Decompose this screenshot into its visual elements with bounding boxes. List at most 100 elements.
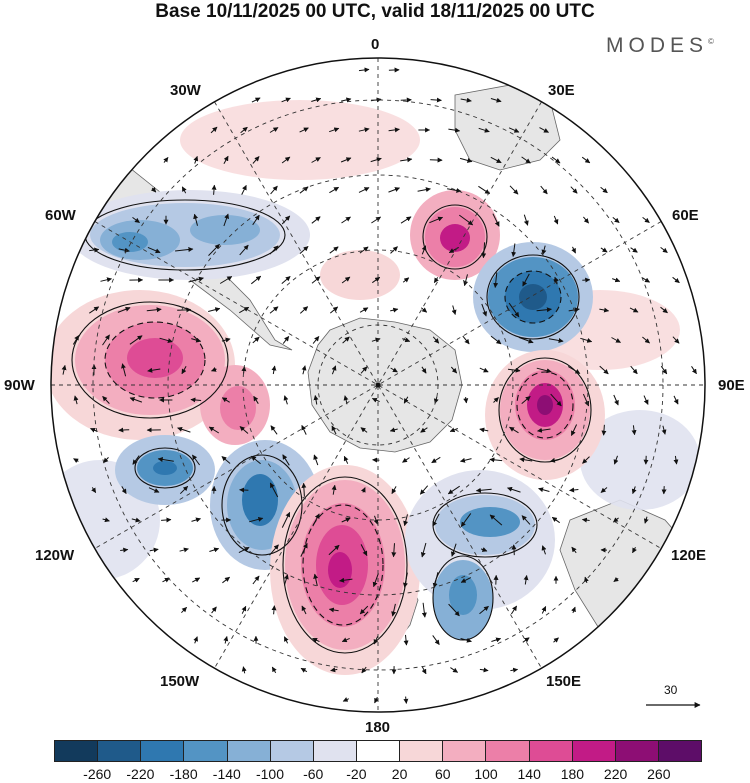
wind-vector bbox=[192, 577, 201, 583]
wind-vector bbox=[642, 277, 651, 283]
wind-vector bbox=[341, 517, 351, 523]
wind-vector bbox=[359, 605, 369, 615]
brand-name: MODES bbox=[606, 34, 709, 57]
wind-vector bbox=[388, 187, 400, 193]
wind-vector bbox=[490, 97, 502, 103]
wind-vectors bbox=[61, 67, 697, 704]
wind-vector bbox=[252, 214, 260, 226]
wind-vector bbox=[421, 665, 427, 675]
wind-vector bbox=[507, 486, 521, 493]
wind-vector bbox=[450, 667, 459, 673]
wind-vector bbox=[219, 276, 233, 284]
wind-vector bbox=[613, 517, 619, 523]
wind-vector bbox=[301, 482, 307, 497]
wind-vector bbox=[391, 486, 397, 495]
colorbar-segment: #2f78b0 bbox=[141, 741, 185, 761]
wind-vector bbox=[521, 515, 531, 525]
antarctica-land bbox=[307, 317, 463, 453]
colorbar: #123a5c#1f5a8a#2f78b0#5394c4#86b0d6#b5c9… bbox=[54, 740, 702, 762]
wind-vector bbox=[508, 127, 520, 133]
wind-vector bbox=[341, 216, 351, 224]
wind-vector bbox=[132, 577, 140, 583]
wind-vector bbox=[89, 306, 100, 314]
wind-vector bbox=[313, 395, 319, 405]
anomaly-weak-positive bbox=[320, 250, 400, 300]
wind-vector bbox=[371, 337, 381, 343]
wind-vector bbox=[191, 517, 201, 523]
brand-logo: MODES© bbox=[606, 34, 714, 58]
wind-vector bbox=[211, 606, 217, 614]
wind-vector bbox=[580, 337, 593, 343]
colorbar-segment: #f7d7d8 bbox=[400, 741, 444, 761]
wind-vector bbox=[129, 335, 143, 345]
wind-vector bbox=[480, 547, 488, 552]
wind-vector bbox=[432, 513, 440, 527]
wind-vector bbox=[191, 454, 201, 466]
colorbar-tick-label: -20 bbox=[346, 766, 367, 782]
wind-vector bbox=[299, 186, 309, 194]
wind-vector bbox=[420, 307, 428, 313]
wind-vector bbox=[209, 547, 220, 553]
wind-vector bbox=[282, 454, 290, 466]
wind-vector bbox=[613, 394, 619, 406]
wind-vector bbox=[311, 216, 321, 224]
wind-vector bbox=[161, 517, 172, 523]
wind-vector bbox=[118, 247, 130, 253]
wind-vector bbox=[567, 366, 581, 374]
wind-vector bbox=[281, 215, 291, 225]
wind-vector bbox=[511, 544, 517, 556]
wind-vector bbox=[312, 513, 320, 527]
wind-vector bbox=[299, 246, 309, 254]
lon-label-120w: 120W bbox=[35, 547, 75, 564]
colorbar-segment: #b5c9e4 bbox=[270, 741, 314, 761]
wind-vector bbox=[459, 214, 474, 226]
wind-vector bbox=[340, 97, 352, 103]
colorbar-tick-label: -100 bbox=[255, 766, 285, 782]
wind-vector bbox=[629, 307, 639, 313]
wind-vector bbox=[660, 247, 668, 253]
wind-vector bbox=[269, 482, 279, 498]
wind-vector bbox=[360, 366, 368, 374]
wind-vector bbox=[421, 366, 427, 374]
wind-vector bbox=[521, 156, 531, 164]
wind-vector bbox=[490, 156, 502, 164]
wind-vector bbox=[460, 513, 472, 528]
wind-vector bbox=[582, 393, 590, 407]
wind-vector bbox=[117, 306, 131, 313]
colorbar-segment: #ffffff bbox=[356, 741, 401, 761]
wind-vector bbox=[372, 573, 379, 588]
wind-vector bbox=[475, 487, 492, 493]
wind-vector bbox=[148, 487, 160, 493]
wind-vector bbox=[420, 427, 428, 433]
anomaly-field bbox=[51, 58, 705, 712]
wind-vector bbox=[479, 667, 489, 673]
wind-vector bbox=[400, 216, 412, 224]
wind-vector bbox=[282, 336, 290, 344]
anomaly-high-east-of-south-america bbox=[51, 290, 270, 445]
colorbar-tick-label: 100 bbox=[474, 766, 498, 782]
wind-vector bbox=[193, 636, 198, 644]
wind-vector bbox=[450, 543, 457, 557]
wind-vector bbox=[269, 245, 279, 255]
wind-vector bbox=[342, 697, 350, 702]
colorbar-tick-label: 220 bbox=[603, 766, 628, 782]
wind-vector bbox=[478, 185, 491, 195]
wind-vector bbox=[478, 127, 490, 133]
wind-vector bbox=[421, 602, 427, 618]
wind-vector bbox=[510, 667, 519, 673]
wind-vector bbox=[179, 485, 189, 495]
wind-vector bbox=[370, 157, 382, 163]
wind-vector bbox=[432, 336, 440, 344]
anomaly-low-tasman bbox=[405, 470, 555, 640]
wind-vector bbox=[211, 367, 217, 372]
wind-vector bbox=[181, 366, 187, 375]
wind-vector bbox=[373, 635, 379, 645]
wind-vector bbox=[241, 666, 247, 674]
wind-vector bbox=[432, 572, 439, 589]
lon-label-30e: 30E bbox=[548, 82, 575, 99]
wind-vector bbox=[359, 307, 369, 313]
wind-vector bbox=[600, 247, 608, 253]
wind-vector bbox=[521, 396, 531, 404]
wind-vector bbox=[403, 514, 409, 527]
wind-vector bbox=[451, 305, 457, 315]
